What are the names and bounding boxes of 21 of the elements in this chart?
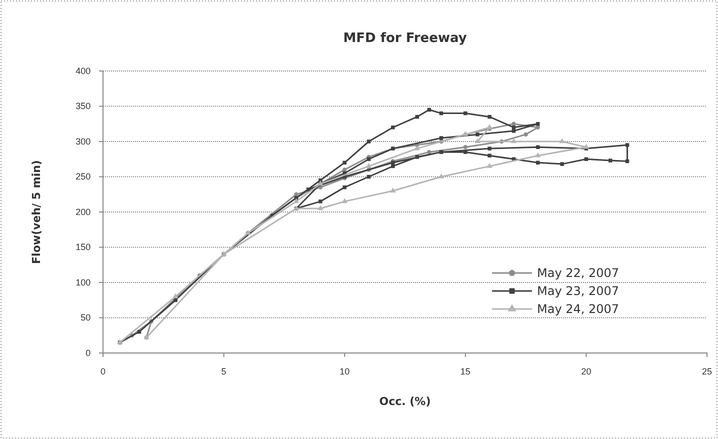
y-tick-label: 400	[76, 66, 91, 76]
y-tick-label: 350	[76, 101, 91, 112]
x-axis-title: Occ. (%)	[379, 395, 431, 408]
y-tick-label: 100	[76, 277, 91, 288]
x-tick-label: 20	[581, 366, 592, 376]
x-tick-label: 5	[221, 366, 226, 376]
y-tick-label: 300	[76, 136, 91, 146]
y-tick-label: 0	[86, 348, 91, 358]
chart-title: MFD for Freeway	[343, 31, 468, 46]
x-tick-label: 15	[460, 366, 470, 376]
legend-label: May 23, 2007	[537, 284, 620, 298]
x-tick-label: 25	[702, 366, 712, 376]
x-tick-label: 10	[340, 366, 350, 376]
legend-label: May 24, 2007	[537, 302, 620, 316]
y-tick-label: 200	[76, 206, 91, 217]
legend-label: May 22, 2007	[537, 266, 620, 280]
y-tick-label: 50	[80, 312, 91, 323]
y-tick-label: 150	[76, 242, 91, 252]
x-tick-label: 0	[100, 366, 106, 376]
y-axis-title: Flow(veh/ 5 min)	[30, 160, 43, 264]
y-tick-label: 250	[76, 172, 91, 182]
